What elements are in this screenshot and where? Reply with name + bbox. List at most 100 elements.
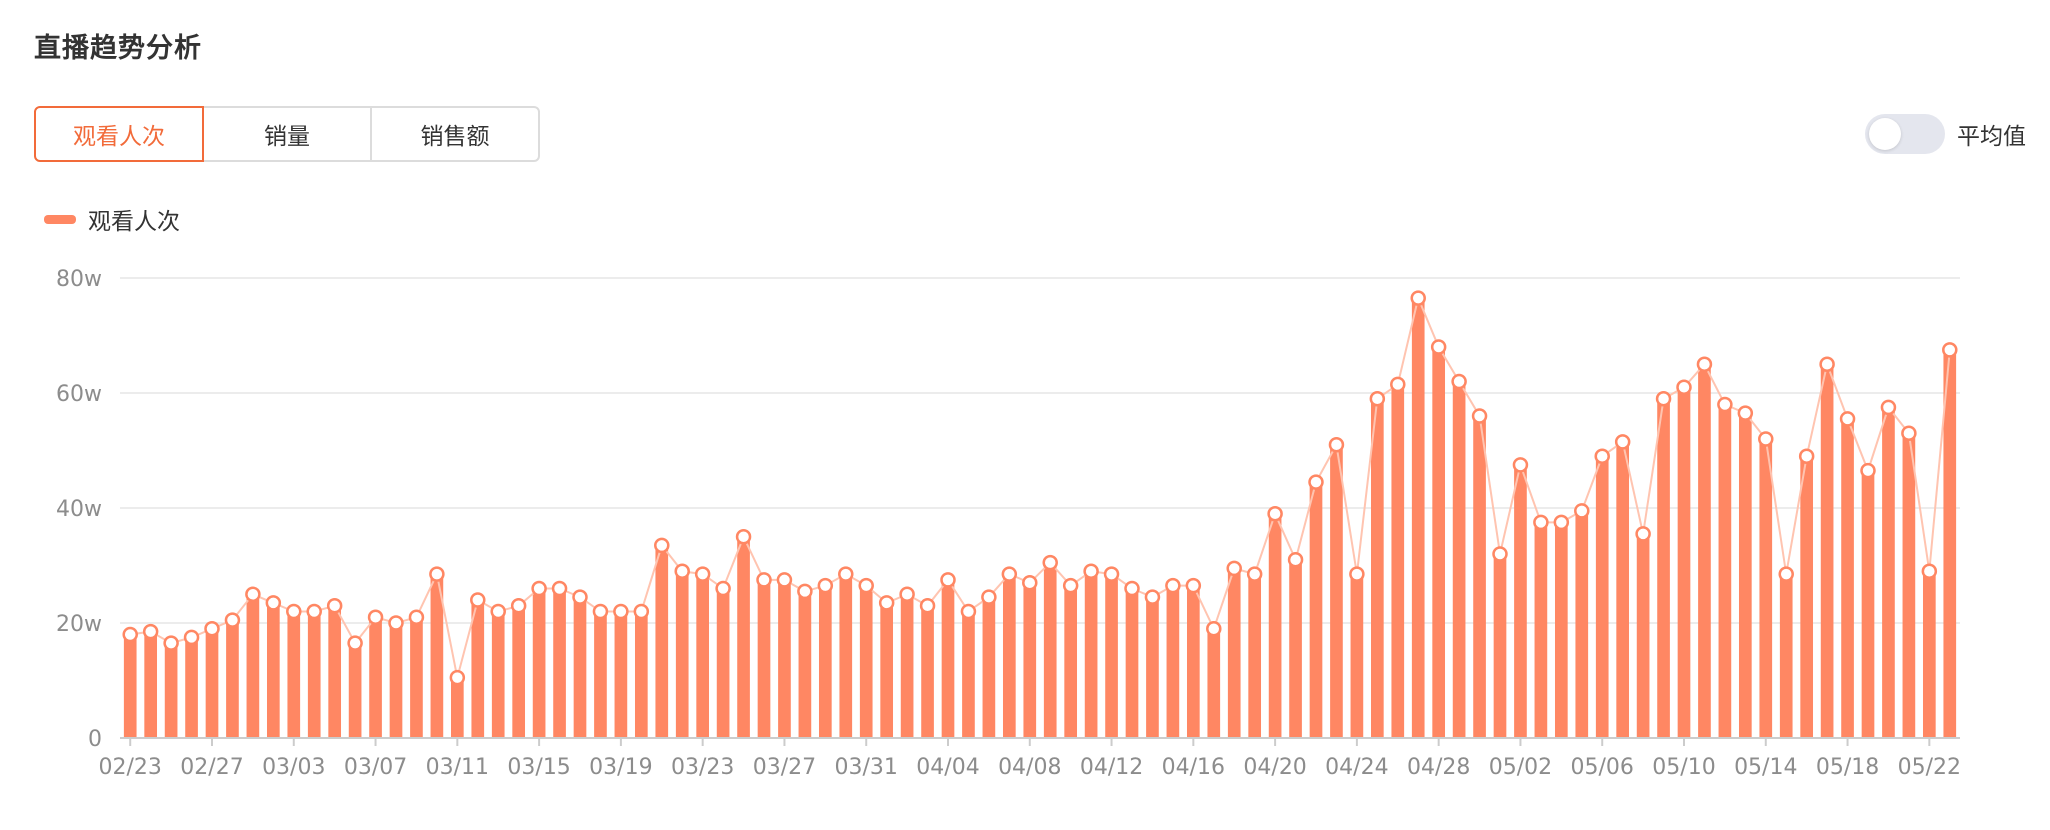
data-point — [1921, 563, 1938, 579]
bar — [1779, 574, 1793, 738]
data-point — [1185, 577, 1202, 594]
bar — [491, 611, 505, 738]
bar — [757, 579, 771, 738]
data-point — [1165, 577, 1181, 594]
y-tick-label: 0 — [88, 727, 102, 752]
data-point — [919, 598, 936, 614]
bar — [1186, 585, 1200, 738]
data-point — [797, 583, 813, 600]
x-tick-label: 03/15 — [507, 755, 570, 780]
data-point — [449, 669, 466, 686]
data-point — [960, 603, 977, 620]
bar — [430, 574, 444, 738]
bar — [798, 591, 812, 738]
data-point — [163, 635, 179, 651]
bar — [1636, 533, 1650, 738]
data-point — [572, 589, 588, 605]
bar — [614, 611, 628, 738]
data-point — [878, 595, 895, 611]
tab-sales-volume[interactable]: 销量 — [202, 106, 372, 162]
data-point — [1390, 376, 1406, 393]
average-toggle-group: 平均值 — [1865, 114, 2026, 154]
data-point — [367, 609, 384, 625]
chart-legend[interactable]: 观看人次 — [44, 202, 180, 236]
bar — [410, 617, 423, 738]
data-point — [1103, 566, 1120, 582]
y-tick-label: 40w — [56, 497, 102, 522]
bar — [348, 643, 362, 738]
data-point — [531, 580, 547, 597]
bar — [553, 588, 566, 738]
tab-views[interactable]: 观看人次 — [34, 106, 204, 162]
metric-tabs: 观看人次 销量 销售额 — [34, 106, 540, 162]
bar — [1350, 574, 1364, 738]
bar — [1514, 464, 1527, 738]
data-point — [1328, 437, 1345, 453]
data-point — [204, 621, 220, 637]
bar — [1248, 574, 1262, 738]
bar — [1370, 398, 1384, 738]
x-tick-label: 03/07 — [344, 755, 407, 780]
bar — [450, 677, 464, 738]
bar — [1084, 571, 1098, 738]
x-tick-label: 03/27 — [753, 755, 816, 780]
bar — [1432, 347, 1446, 738]
bar — [266, 602, 280, 738]
data-point — [1635, 526, 1651, 542]
data-point — [1655, 391, 1672, 407]
data-point — [1819, 356, 1835, 372]
data-point — [715, 580, 731, 597]
x-tick-label: 03/31 — [835, 755, 898, 780]
x-tick-label: 04/20 — [1243, 755, 1306, 780]
bar — [226, 620, 239, 738]
data-point — [1062, 577, 1079, 594]
legend-label: 观看人次 — [88, 209, 180, 235]
bar — [655, 545, 669, 738]
data-point — [1022, 575, 1038, 591]
bar — [941, 579, 955, 738]
data-point — [490, 603, 506, 620]
bar — [1861, 470, 1875, 738]
data-point — [1226, 560, 1242, 577]
data-point — [1001, 566, 1018, 582]
x-tick-label: 02/23 — [99, 755, 162, 780]
data-point — [1901, 425, 1917, 441]
bar — [1002, 574, 1016, 738]
bar — [1064, 585, 1078, 738]
x-tick-label: 04/04 — [916, 755, 979, 780]
bar — [389, 623, 403, 738]
data-point — [633, 603, 650, 620]
trend-polyline — [130, 294, 1951, 678]
bar — [1493, 554, 1507, 738]
data-point — [1369, 391, 1386, 407]
bar — [818, 585, 832, 738]
bar — [1268, 513, 1282, 738]
bar — [1882, 407, 1895, 738]
data-point — [1839, 411, 1856, 427]
data-point — [306, 603, 322, 620]
data-point — [429, 566, 445, 582]
x-tick-label: 05/14 — [1734, 755, 1797, 780]
tab-sales-amount[interactable]: 销售额 — [370, 106, 540, 162]
data-point — [1206, 621, 1222, 637]
bar — [1943, 349, 1957, 738]
bar — [1698, 364, 1711, 738]
y-tick-label: 80w — [56, 267, 102, 292]
bar — [696, 574, 710, 738]
data-point — [981, 589, 997, 605]
data-point — [470, 592, 486, 608]
bar — [1105, 574, 1118, 738]
bar — [369, 617, 382, 738]
bar — [1902, 433, 1916, 738]
data-point — [1287, 552, 1304, 568]
bar — [205, 628, 219, 738]
bar — [123, 634, 137, 738]
bar — [880, 602, 894, 738]
average-toggle[interactable] — [1865, 114, 1945, 154]
data-point — [1512, 457, 1529, 473]
x-tick-label: 03/23 — [671, 755, 734, 780]
bar — [471, 600, 485, 738]
x-tick-label: 05/02 — [1489, 755, 1552, 780]
data-point — [1042, 554, 1058, 571]
bar — [1227, 568, 1241, 738]
